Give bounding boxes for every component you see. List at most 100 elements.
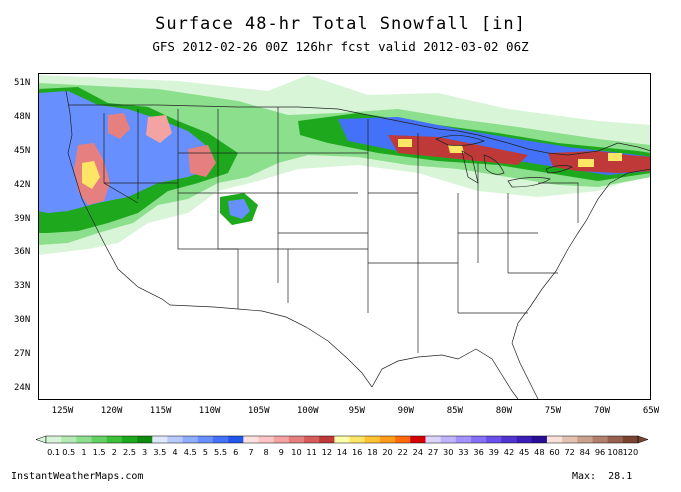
colorbar-swatch bbox=[197, 436, 214, 443]
colorbar-label: 10 bbox=[291, 447, 301, 457]
colorbar-swatch bbox=[486, 436, 502, 443]
lon-label: 100W bbox=[296, 406, 319, 416]
colorbar-label: 108 bbox=[607, 447, 623, 457]
colorbar-swatch bbox=[182, 436, 199, 443]
colorbar-label: 5.5 bbox=[214, 447, 227, 457]
colorbar-swatch bbox=[121, 436, 138, 443]
colorbar-swatch bbox=[46, 436, 62, 443]
colorbar-swatch bbox=[379, 436, 396, 443]
colorbar-label: 3.5 bbox=[153, 447, 166, 457]
colorbar-label: 2.5 bbox=[123, 447, 136, 457]
colorbar-swatch bbox=[288, 436, 305, 443]
lat-label: 33N bbox=[14, 281, 31, 292]
colorbar-swatch bbox=[607, 436, 624, 443]
colorbar-swatch bbox=[425, 436, 441, 443]
colorbar-swatch bbox=[577, 436, 593, 443]
colorbar-swatch bbox=[319, 436, 335, 443]
colorbar-label: 16 bbox=[352, 447, 362, 457]
colorbar-swatch bbox=[592, 436, 608, 443]
colorbar-swatch bbox=[228, 436, 244, 443]
colorbar-swatch bbox=[273, 436, 290, 443]
lon-label: 70W bbox=[593, 406, 611, 416]
lon-label: 120W bbox=[100, 406, 123, 416]
colorbar-label: 4 bbox=[172, 447, 177, 457]
max-label: Max: bbox=[572, 471, 597, 482]
colorbar-swatch bbox=[364, 436, 381, 443]
colorbar-swatch bbox=[455, 436, 472, 443]
colorbar-label: 72 bbox=[564, 447, 574, 457]
colorbar-high-arrow bbox=[637, 435, 649, 444]
colorbar-label: 27 bbox=[428, 447, 438, 457]
max-value-readout: Max: 28.1 bbox=[572, 471, 632, 482]
colorbar-label: 48 bbox=[534, 447, 544, 457]
colorbar-swatch bbox=[395, 436, 411, 443]
colorbar-swatch bbox=[471, 436, 487, 443]
lon-label: 110W bbox=[198, 406, 221, 416]
colorbar-swatch bbox=[546, 436, 563, 443]
map-subtitle: GFS 2012-02-26 00Z 126hr fcst valid 2012… bbox=[152, 39, 529, 54]
colorbar-swatch bbox=[501, 436, 517, 443]
colorbar-swatch bbox=[562, 436, 578, 443]
colorbar-label: 11 bbox=[306, 447, 316, 457]
colorbar-swatch bbox=[531, 436, 548, 443]
colorbar-swatch bbox=[516, 436, 533, 443]
colorbar-label: 36 bbox=[473, 447, 483, 457]
lat-label: 36N bbox=[14, 247, 31, 258]
snowfall-map bbox=[38, 73, 651, 400]
colorbar-label: 0.5 bbox=[62, 447, 75, 457]
colorbar-label: 39 bbox=[489, 447, 499, 457]
colorbar-label: 3 bbox=[142, 447, 147, 457]
colorbar-swatch bbox=[61, 436, 77, 443]
colorbar-label: 60 bbox=[549, 447, 559, 457]
colorbar-label: 2 bbox=[112, 447, 117, 457]
colorbar-swatch bbox=[91, 436, 108, 443]
map-title: Surface 48-hr Total Snowfall [in] bbox=[155, 14, 526, 34]
colorbar-swatch bbox=[622, 436, 639, 443]
lat-label: 42N bbox=[14, 179, 31, 190]
colorbar-swatch bbox=[106, 436, 123, 443]
colorbar-label: 0.1 bbox=[47, 447, 60, 457]
colorbar-swatch bbox=[410, 436, 426, 443]
colorbar-label: 4.5 bbox=[184, 447, 197, 457]
max-value: 28.1 bbox=[608, 471, 633, 482]
colorbar-label: 9 bbox=[279, 447, 284, 457]
colorbar-swatch bbox=[258, 436, 274, 443]
colorbar-label: 18 bbox=[367, 447, 377, 457]
colorbar-swatch bbox=[212, 436, 229, 443]
colorbar-swatch bbox=[304, 436, 320, 443]
lon-label: 75W bbox=[544, 406, 562, 416]
colorbar-label: 8 bbox=[263, 447, 268, 457]
colorbar-swatch bbox=[440, 436, 457, 443]
lat-label: 27N bbox=[14, 348, 31, 359]
lon-label: 105W bbox=[247, 406, 270, 416]
lat-label: 39N bbox=[14, 213, 31, 224]
lat-label: 48N bbox=[14, 112, 31, 123]
colorbar-label: 96 bbox=[595, 447, 605, 457]
colorbar-label: 33 bbox=[458, 447, 468, 457]
colorbar-legend: 0.1 0.5 1 1.5 2 2.5 3 3.5 4 4.5 5 5.5 6 7 8 9 10 11 12 14 16… bbox=[35, 435, 649, 457]
colorbar-label: 7 bbox=[248, 447, 253, 457]
colorbar-swatch bbox=[167, 436, 183, 443]
lat-label: 24N bbox=[14, 382, 31, 393]
colorbar-label: 1 bbox=[81, 447, 86, 457]
colorbar-swatch bbox=[137, 436, 153, 443]
colorbar-frame bbox=[45, 435, 639, 444]
lat-label: 45N bbox=[14, 145, 31, 156]
colorbar-swatch bbox=[349, 436, 366, 443]
lon-label: 115W bbox=[149, 406, 172, 416]
colorbar-label: 30 bbox=[443, 447, 453, 457]
colorbar-label: 42 bbox=[504, 447, 514, 457]
colorbar-label: 12 bbox=[322, 447, 332, 457]
lon-label: 85W bbox=[446, 406, 463, 416]
colorbar-label: 20 bbox=[382, 447, 392, 457]
lon-label: 125W bbox=[51, 406, 74, 416]
colorbar-swatch bbox=[152, 436, 168, 443]
colorbar-label: 84 bbox=[580, 447, 590, 457]
colorbar-label: 45 bbox=[519, 447, 529, 457]
lon-label: 65W bbox=[642, 406, 660, 416]
colorbar-label: 5 bbox=[203, 447, 208, 457]
lat-label: 51N bbox=[14, 78, 31, 89]
lon-label: 95W bbox=[348, 406, 365, 416]
colorbar-low-arrow bbox=[35, 435, 47, 444]
boundary-lines bbox=[65, 90, 651, 400]
